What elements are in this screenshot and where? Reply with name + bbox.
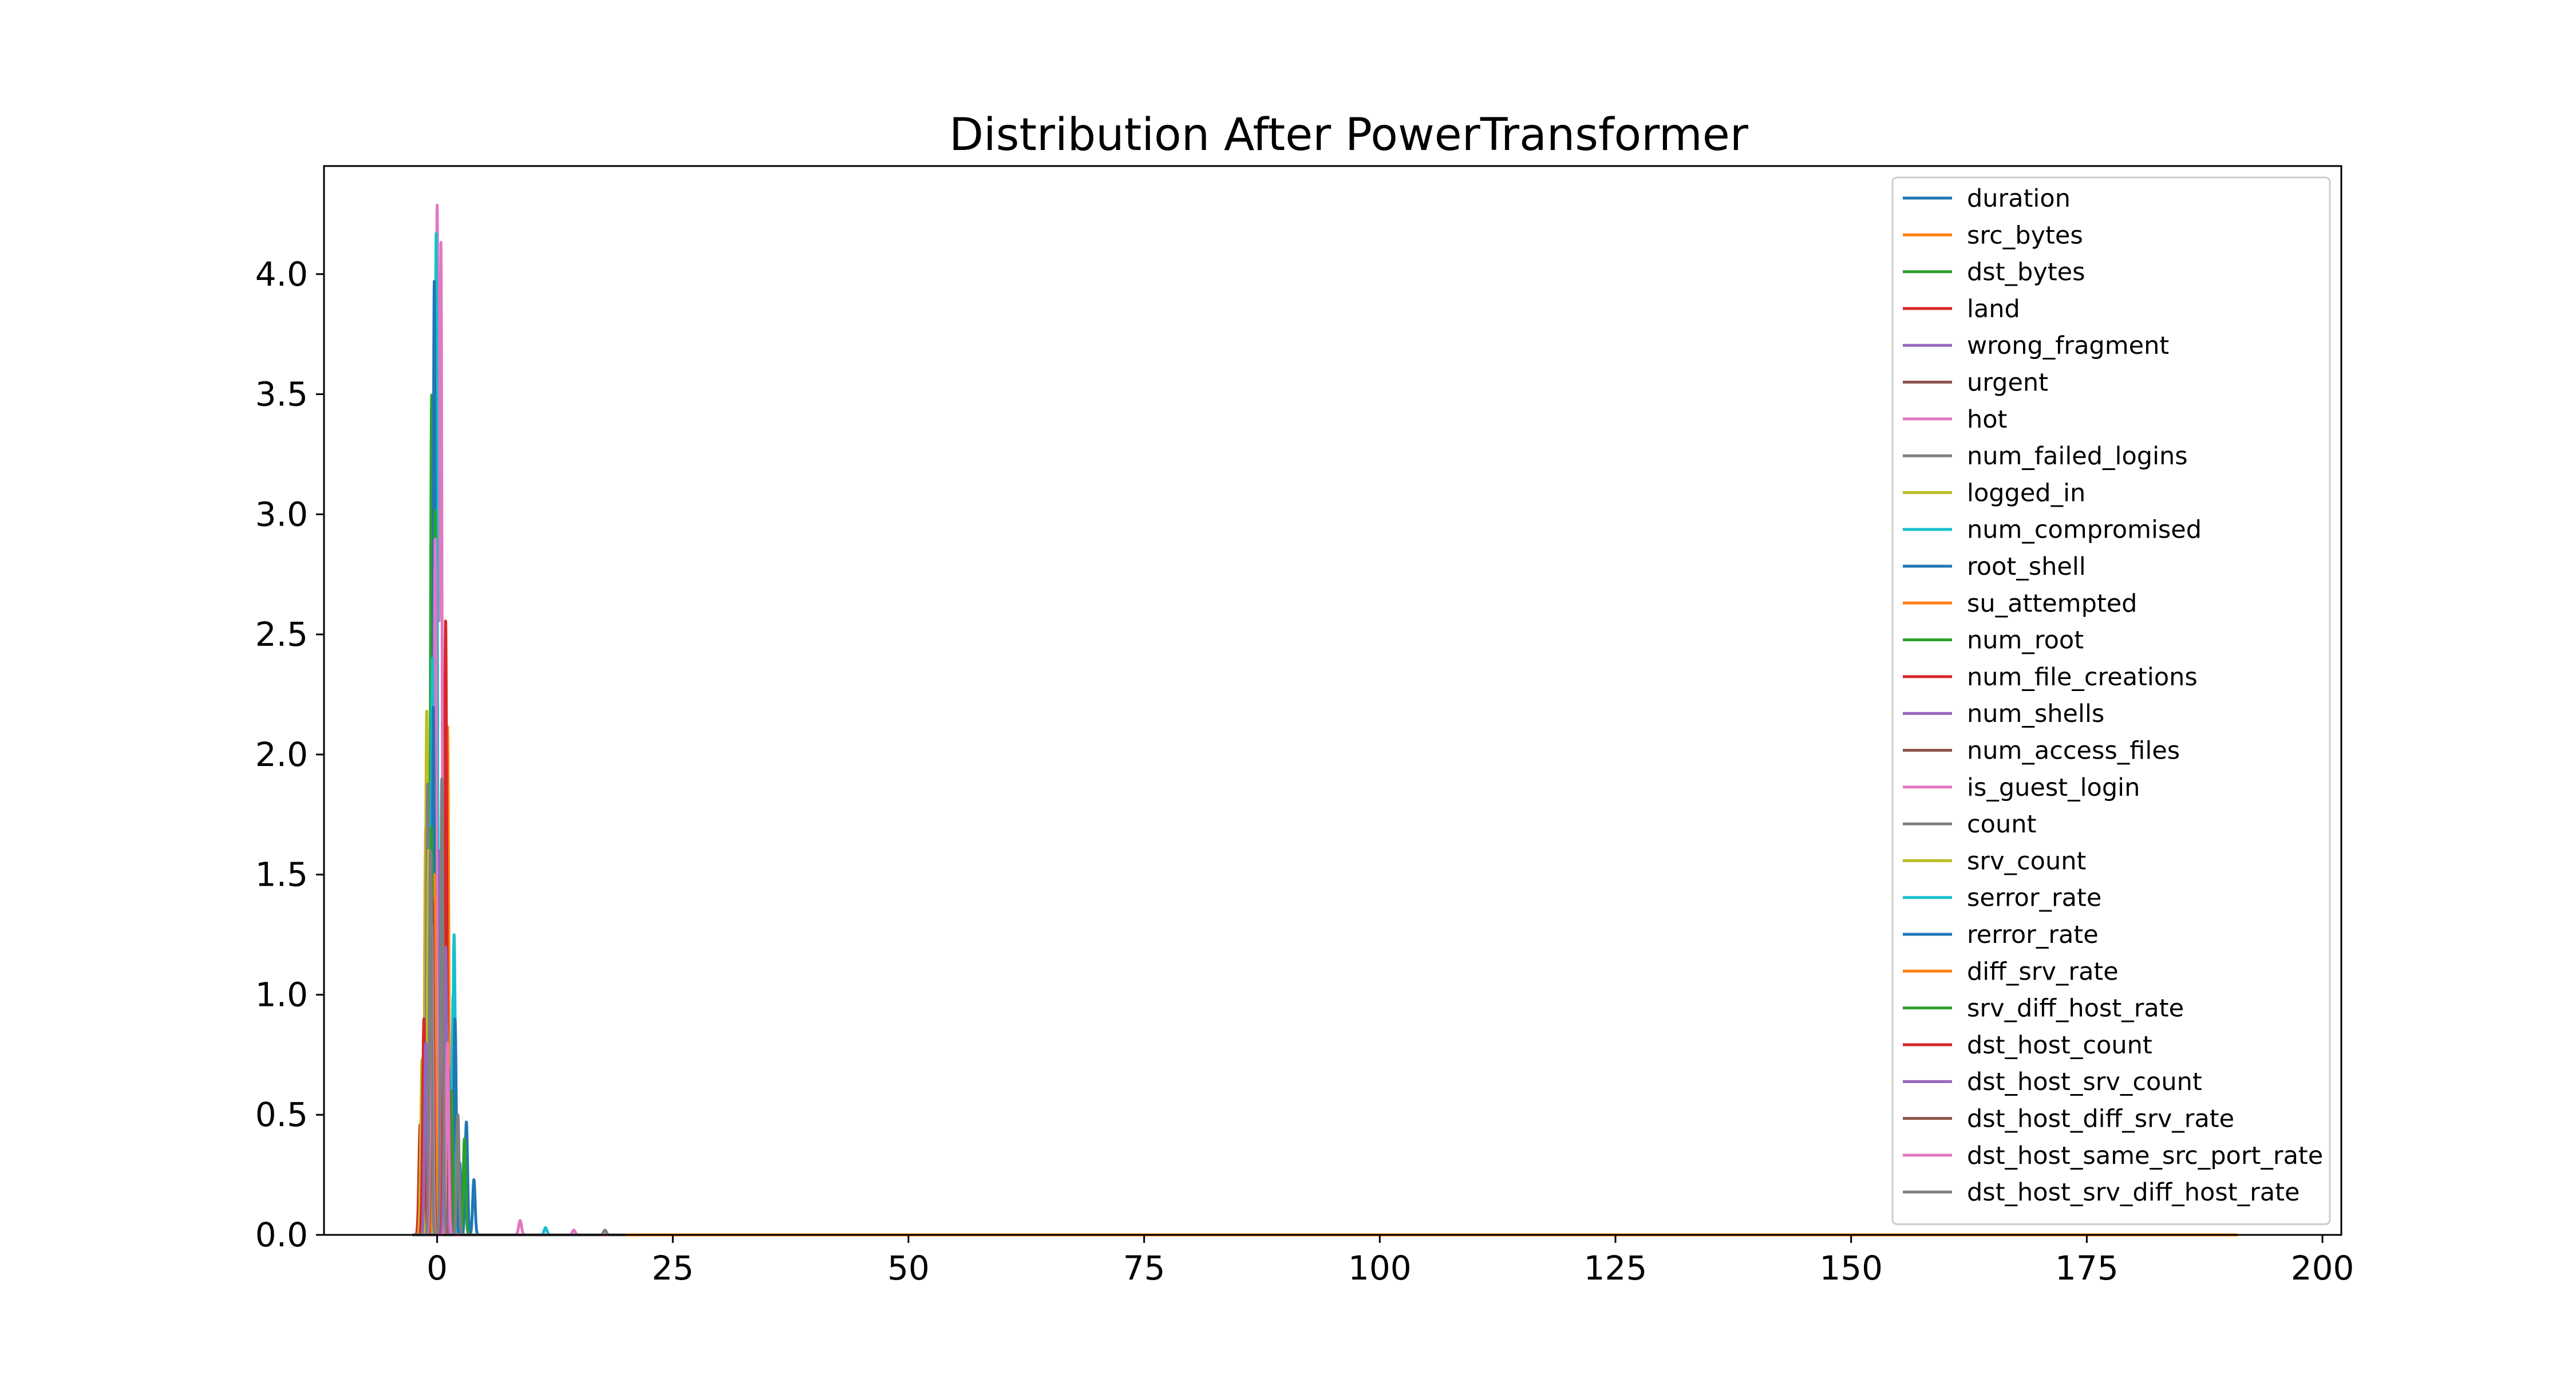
y-tick-label: 2.0: [255, 735, 308, 774]
x-tick-label: 0: [426, 1249, 448, 1288]
legend-item: srv_count: [1903, 847, 2086, 875]
legend-label: src_bytes: [1967, 221, 2083, 250]
legend-label: su_attempted: [1967, 589, 2137, 618]
legend-item: land: [1903, 295, 2020, 323]
legend-label: urgent: [1967, 369, 2048, 397]
legend-box: [1891, 176, 2331, 1225]
legend-label: count: [1967, 810, 2036, 839]
legend-item: serror_rate: [1903, 884, 2101, 913]
legend-label: land: [1967, 295, 2020, 323]
x-tick-label: 50: [887, 1249, 930, 1288]
legend-item: dst_host_same_src_port_rate: [1903, 1142, 2323, 1170]
legend-item: root_shell: [1903, 552, 2086, 581]
legend-item: dst_host_srv_diff_host_rate: [1903, 1178, 2300, 1207]
legend-label: num_access_files: [1967, 737, 2180, 765]
legend-item: rerror_rate: [1903, 921, 2099, 949]
x-tick-label: 175: [2055, 1249, 2119, 1288]
y-tick-label: 0.5: [255, 1095, 308, 1134]
legend-label: dst_bytes: [1967, 258, 2085, 287]
y-tick-label: 3.0: [255, 495, 308, 534]
legend-item: su_attempted: [1903, 589, 2137, 618]
legend-item: dst_host_count: [1903, 1031, 2152, 1060]
legend-item: logged_in: [1903, 479, 2085, 507]
legend-label: serror_rate: [1967, 884, 2101, 913]
legend-item: dst_host_diff_srv_rate: [1903, 1105, 2234, 1134]
legend-item: num_file_creations: [1903, 663, 2198, 692]
legend-label: logged_in: [1967, 479, 2085, 507]
legend-label: num_compromised: [1967, 516, 2202, 544]
x-tick-label: 125: [1584, 1249, 1647, 1288]
x-tick-label: 200: [2291, 1249, 2354, 1288]
legend-item: count: [1903, 810, 2036, 839]
series-line-wrong-fragment: [411, 802, 956, 1237]
x-tick-label: 75: [1123, 1249, 1165, 1288]
series-line-src-bytes: [411, 725, 1851, 1237]
y-axis: 0.0 0.5 1.0 1.5 2.0 2.5 3.0 3.5 4.0: [255, 255, 324, 1254]
legend-item: dst_host_srv_count: [1903, 1068, 2202, 1096]
legend-label: hot: [1967, 405, 2007, 434]
legend-label: is_guest_login: [1967, 773, 2140, 802]
legend-item: num_root: [1903, 626, 2084, 655]
legend-item: num_access_files: [1903, 737, 2180, 765]
y-tick-label: 0.0: [255, 1215, 308, 1254]
legend-label: duration: [1967, 184, 2071, 213]
legend-item: dst_bytes: [1903, 258, 2085, 287]
legend-label: wrong_fragment: [1967, 331, 2169, 360]
y-tick-label: 4.0: [255, 255, 308, 294]
legend-label: dst_host_count: [1967, 1031, 2152, 1060]
legend-label: srv_count: [1967, 847, 2086, 875]
legend-label: srv_diff_host_rate: [1967, 994, 2184, 1023]
legend-item: is_guest_login: [1903, 773, 2140, 802]
x-tick-label: 25: [651, 1249, 694, 1288]
legend-label: diff_srv_rate: [1967, 957, 2119, 986]
legend-item: src_bytes: [1903, 221, 2083, 250]
x-axis: 0 25 50 75 100 125 150 175 200: [426, 1235, 2354, 1288]
legend-label: num_root: [1967, 626, 2084, 655]
legend-item: num_shells: [1903, 700, 2104, 728]
legend-label: dst_host_diff_srv_rate: [1967, 1105, 2234, 1134]
legend-item: num_failed_logins: [1903, 442, 2188, 471]
plot-frame: [323, 165, 2342, 1236]
legend-label: dst_host_srv_diff_host_rate: [1967, 1178, 2300, 1207]
legend-label: root_shell: [1967, 552, 2086, 581]
y-tick-label: 3.5: [255, 375, 308, 414]
x-tick-label: 100: [1348, 1249, 1412, 1288]
legend-label: num_file_creations: [1967, 663, 2198, 692]
chart-title: Distribution After PowerTransformer: [949, 109, 1749, 161]
x-tick-label: 150: [1819, 1249, 1883, 1288]
legend-item: duration: [1903, 184, 2071, 213]
legend-label: dst_host_same_src_port_rate: [1967, 1142, 2323, 1170]
legend-label: rerror_rate: [1967, 921, 2099, 949]
y-tick-label: 1.5: [255, 855, 308, 894]
legend-label: dst_host_srv_count: [1967, 1068, 2202, 1096]
legend-label: num_failed_logins: [1967, 442, 2188, 471]
legend-item: hot: [1903, 405, 2007, 434]
legend-item: srv_diff_host_rate: [1903, 994, 2184, 1023]
legend-item: diff_srv_rate: [1903, 957, 2119, 986]
y-tick-label: 1.0: [255, 975, 308, 1014]
legend-label: num_shells: [1967, 700, 2104, 728]
legend-item: num_compromised: [1903, 516, 2202, 544]
legend-item: wrong_fragment: [1903, 331, 2169, 360]
legend-item: urgent: [1903, 369, 2048, 397]
y-tick-label: 2.5: [255, 615, 308, 654]
